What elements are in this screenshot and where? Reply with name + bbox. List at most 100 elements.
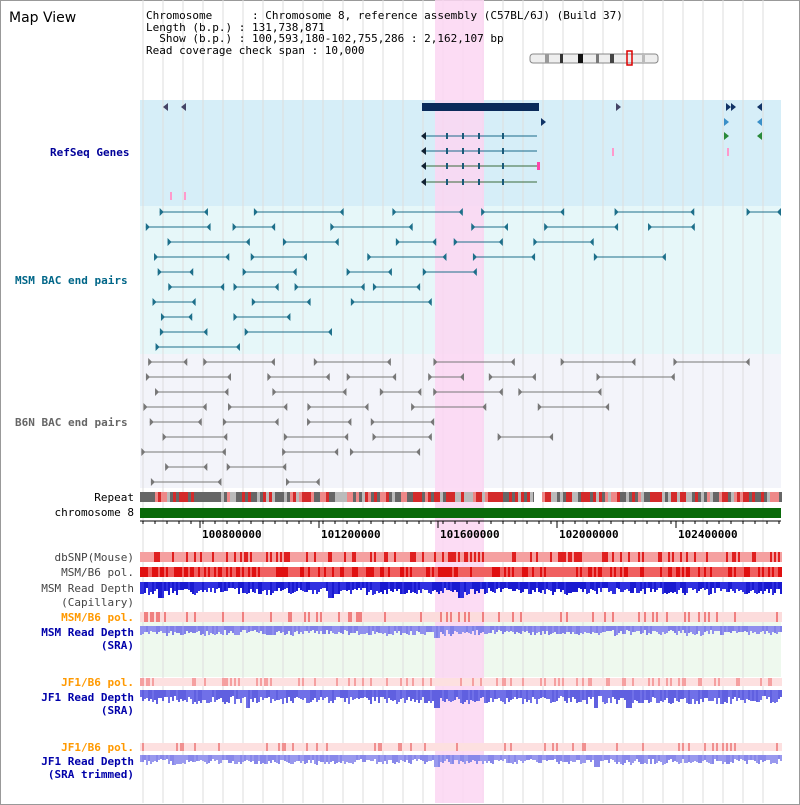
dbsnp-cell (778, 552, 780, 562)
msm-b6-pol-cell (780, 567, 782, 577)
msm-depth-capillary-label[interactable]: MSM Read Depth (41, 582, 134, 595)
msm-depth-sra-label[interactable]: MSM Read Depth (41, 626, 134, 639)
jf1-b6-pol2-cell (268, 743, 270, 751)
msm-b6-pol-cell (400, 567, 402, 577)
msm-bac-pair-end (253, 208, 258, 216)
jf1-b6-pol-cell (300, 678, 302, 686)
jf1-depth-bar (738, 690, 740, 698)
msm-b6-pol-cell (370, 567, 372, 577)
msm-depth-capillary-bar (602, 582, 604, 588)
repeat-segment (464, 492, 467, 502)
msm-b6-pol2-cell (252, 612, 254, 622)
jf1-b6-pol2-cell (244, 743, 246, 751)
dbsnp-label[interactable]: dbSNP(Mouse) (54, 551, 134, 564)
jf1-b6-pol2-cell (728, 743, 730, 751)
msm-depth-sra-bar (730, 626, 732, 633)
jf1-b6-pol-label[interactable]: JF1/B6 pol. (61, 676, 134, 689)
msm-depth-sra-bar (474, 626, 476, 635)
jf1-b6-pol-cell (628, 678, 630, 686)
jf1-b6-pol-cell (338, 678, 340, 686)
msm-b6-pol2-cell (536, 612, 538, 622)
msm-depth-capillary-bar (170, 582, 172, 588)
jf1-b6-pol-cell (642, 678, 644, 686)
repeat-segment (692, 492, 695, 502)
msm-depth-sra-bar (216, 626, 218, 634)
msm-b6-pol-cell (760, 567, 762, 577)
jf1-b6-pol-cell (308, 678, 310, 686)
msm-b6-pol-cell (228, 567, 230, 577)
msm-depth-capillary-bar (326, 582, 328, 591)
msm-depth-capillary-bar (630, 582, 632, 593)
msm-depth-sra-bar (478, 626, 480, 635)
b6n-bac-pair-end (433, 358, 438, 366)
msm-b6-pol2-cell (714, 612, 716, 622)
msm-b6-pol-cell (738, 567, 740, 577)
msm-depth-sra-bar (330, 626, 332, 631)
repeat-segment (329, 492, 332, 502)
msm-b6-pol2-cell (512, 612, 514, 622)
msm-depth-sra-bar (446, 626, 448, 630)
msm-bac-label[interactable]: MSM BAC end pairs (15, 274, 128, 287)
msm-bac-pair-end (251, 298, 256, 306)
jf1-b6-pol2-cell (318, 743, 320, 751)
repeat-segment (560, 492, 563, 502)
jf1-trim-depth-bar (234, 755, 236, 764)
jf1-b6-pol2-cell (446, 743, 448, 751)
repeat-segment (296, 492, 299, 502)
jf1-trim-depth-bar (150, 755, 152, 764)
msm-b6-pol-cell (202, 567, 204, 577)
msm-b6-pol2-cell (584, 612, 586, 622)
msm-depth-capillary-bar (146, 582, 148, 588)
jf1-trim-depth-bar (484, 755, 486, 761)
repeat-segment (155, 492, 158, 502)
msm-depth-capillary-bar (398, 582, 400, 589)
msm-depth-sra-bar (468, 626, 470, 633)
refseq-genes-label[interactable]: RefSeq Genes (50, 146, 130, 159)
msm-depth-sra-bar (494, 626, 496, 634)
msm-depth-sra-bar (674, 626, 676, 633)
jf1-depth-bar (216, 690, 218, 700)
b6n-bac-pair-end (386, 358, 391, 366)
jf1-depth-bar (244, 690, 246, 697)
jf1-trim-depth-bar (464, 755, 466, 764)
msm-b6-pol2-cell (394, 612, 396, 622)
jf1-b6-pol-cell (512, 678, 514, 686)
jf1-b6-pol-cell (488, 678, 490, 686)
msm-depth-capillary-bar (338, 582, 340, 594)
jf1-depth-bar (524, 690, 526, 699)
jf1-b6-pol2-cell (362, 743, 364, 751)
dbsnp-cell (326, 552, 328, 562)
jf1-b6-pol2-cell (256, 743, 258, 751)
jf1-trim-depth-bar (156, 755, 158, 762)
dbsnp-cell (580, 552, 582, 562)
jf1-depth-bar (536, 690, 538, 704)
repeat-segment (248, 492, 251, 502)
msm-depth-sra-bar (764, 626, 766, 634)
jf1-b6-pol-cell (234, 678, 236, 686)
msm-depth-capillary-bar (490, 582, 492, 591)
b6n-bac-pair-end (203, 463, 208, 471)
jf1-depth-bar (440, 690, 442, 698)
msm-b6-pol2-cell (754, 612, 756, 622)
repeat-segment (263, 492, 266, 502)
msm-depth-sra-bar (360, 626, 362, 634)
msm-b6-pol2-cell (222, 612, 224, 622)
dbsnp-cell (592, 552, 594, 562)
jf1-b6-pol2-cell (234, 743, 236, 751)
msm-b6-pol-label-2[interactable]: MSM/B6 pol. (61, 611, 134, 624)
msm-b6-pol-label[interactable]: MSM/B6 pol. (61, 566, 134, 579)
jf1-b6-pol2-cell (694, 743, 696, 751)
jf1-b6-pol-cell (326, 678, 328, 686)
b6n-bac-label[interactable]: B6N BAC end pairs (15, 416, 128, 429)
msm-depth-sra-bar (710, 626, 712, 630)
jf1-depth-label[interactable]: JF1 Read Depth (41, 691, 134, 704)
msm-b6-pol2-cell (300, 612, 302, 622)
repeat-label[interactable]: Repeat (94, 491, 134, 504)
jf1-b6-pol2-cell (368, 743, 370, 751)
dbsnp-cell (702, 552, 704, 562)
jf1-b6-pol-label-2[interactable]: JF1/B6 pol. (61, 741, 134, 754)
dbsnp-cell (556, 552, 558, 562)
jf1-trim-label[interactable]: JF1 Read Depth (41, 755, 134, 768)
msm-depth-capillary-bar (768, 582, 770, 593)
